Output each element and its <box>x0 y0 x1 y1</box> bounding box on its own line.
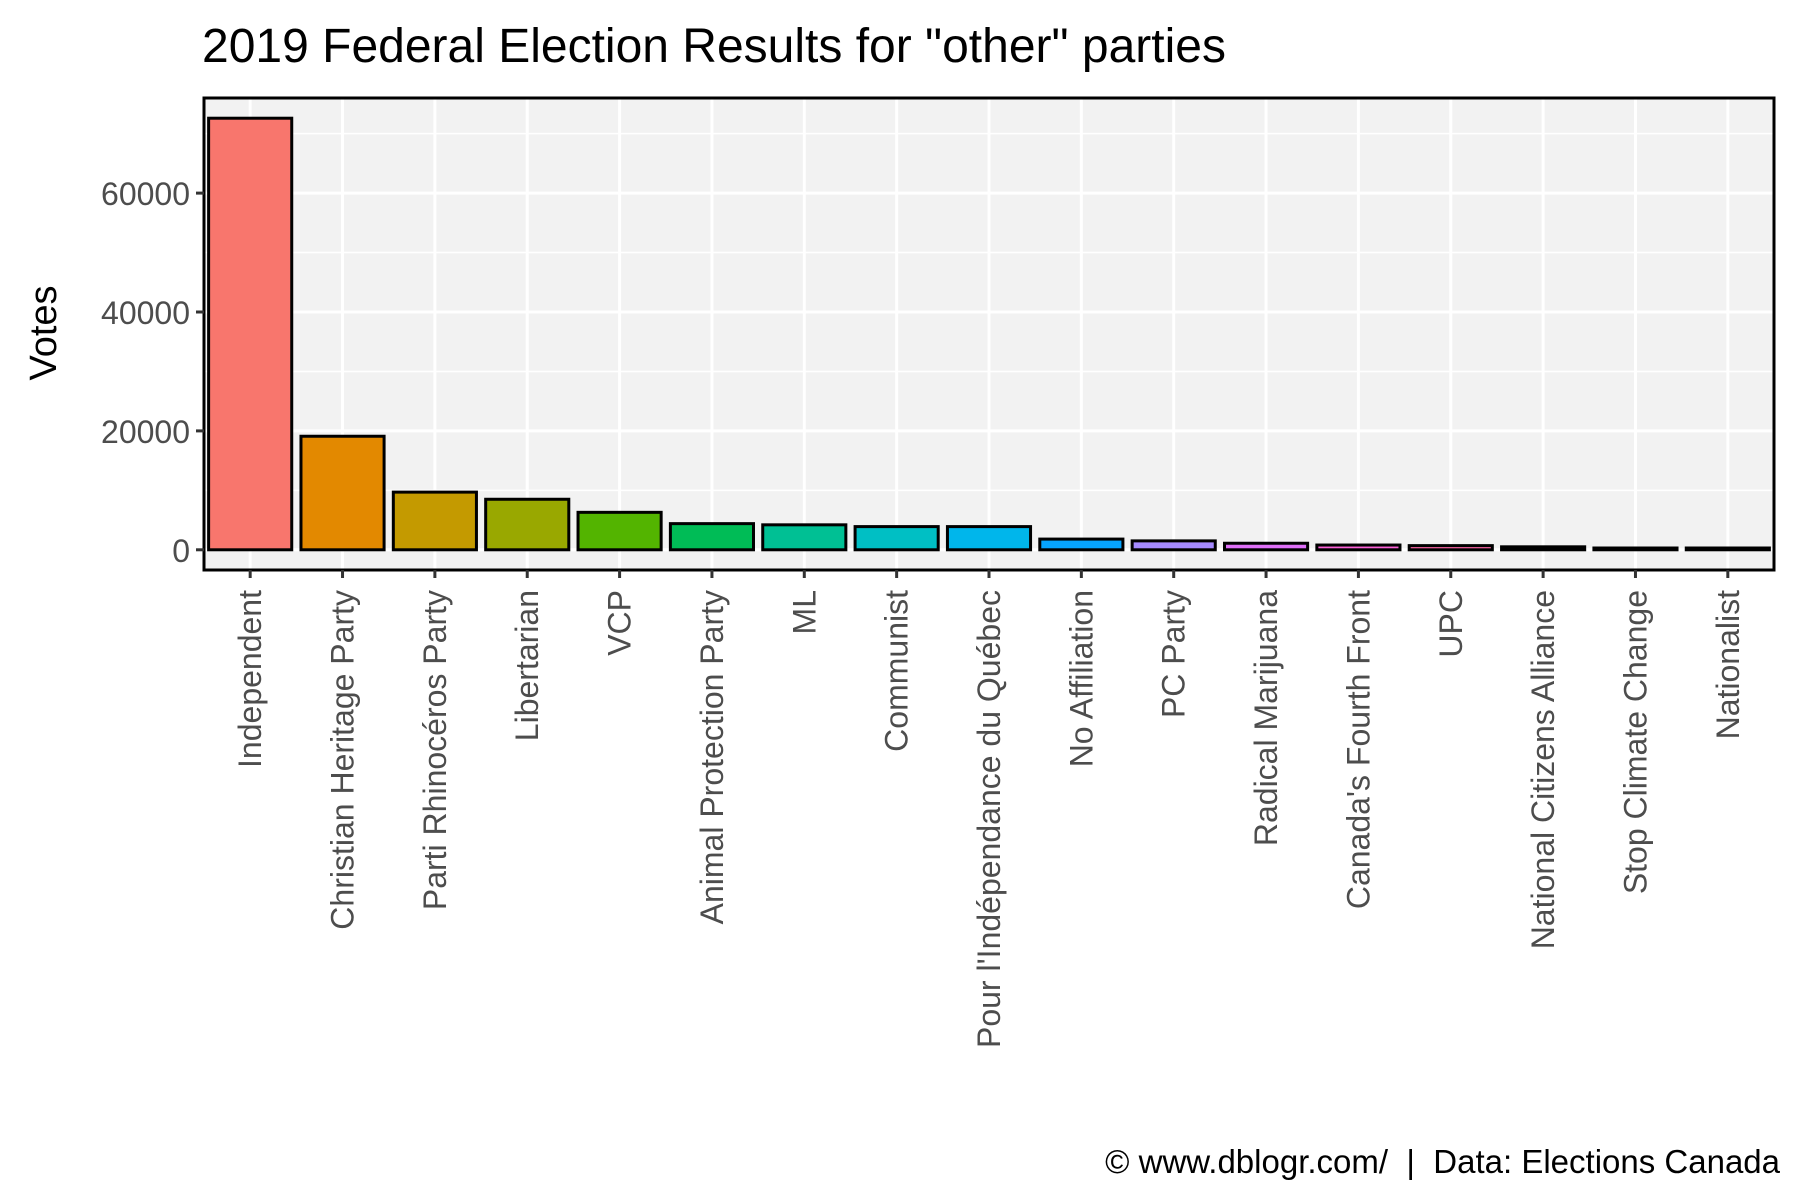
y-axis-title: Votes <box>23 285 65 380</box>
x-tick-label: Radical Marijuana <box>1248 590 1284 846</box>
y-axis-ticks: 0 20000 40000 60000 <box>101 176 204 569</box>
bar <box>1407 544 1494 552</box>
x-tick-label: Libertarian <box>509 590 545 741</box>
y-tick-label: 20000 <box>101 414 190 450</box>
x-tick-label: Pour l'Indépendance du Québec <box>971 590 1007 1048</box>
x-tick-label: Nationalist <box>1710 590 1746 740</box>
bar <box>1130 539 1217 552</box>
bar <box>299 434 386 552</box>
bar <box>853 525 940 552</box>
bar <box>1223 541 1310 552</box>
bar <box>1592 546 1679 552</box>
x-axis-ticks: Independent Christian Heritage Party Parti… <box>232 570 1746 1048</box>
bar <box>1500 545 1587 552</box>
bar <box>761 523 848 552</box>
x-tick-label: No Affiliation <box>1063 590 1099 767</box>
x-tick-label: National Citizens Alliance <box>1525 590 1561 949</box>
x-tick-label: Independent <box>232 590 268 768</box>
x-tick-label: Christian Heritage Party <box>325 590 361 930</box>
bar <box>1315 543 1402 552</box>
bar <box>945 525 1033 552</box>
x-tick-label: Canada's Fourth Front <box>1340 590 1376 909</box>
y-tick-label: 40000 <box>101 295 190 331</box>
x-tick-label: Parti Rhinocéros Party <box>417 590 453 910</box>
x-tick-label: UPC <box>1433 590 1469 658</box>
x-tick-label: VCP <box>602 590 638 656</box>
chart-title: 2019 Federal Election Results for "other… <box>202 20 1226 73</box>
x-tick-label: Stop Climate Change <box>1617 590 1653 894</box>
bar <box>1684 546 1771 552</box>
y-tick-label: 0 <box>172 533 190 569</box>
bar <box>1038 537 1125 552</box>
bars <box>207 116 1771 552</box>
x-tick-label: Animal Protection Party <box>694 590 730 924</box>
bar <box>576 510 663 552</box>
bar <box>207 116 294 552</box>
bar <box>484 497 571 552</box>
bar <box>391 490 478 552</box>
x-tick-label: Communist <box>879 590 915 752</box>
source-caption: © www.dblogr.com/ | Data: Elections Cana… <box>1105 1143 1780 1180</box>
x-tick-label: ML <box>786 590 822 634</box>
bar <box>668 522 755 552</box>
x-tick-label: PC Party <box>1156 590 1192 718</box>
y-tick-label: 60000 <box>101 176 190 212</box>
